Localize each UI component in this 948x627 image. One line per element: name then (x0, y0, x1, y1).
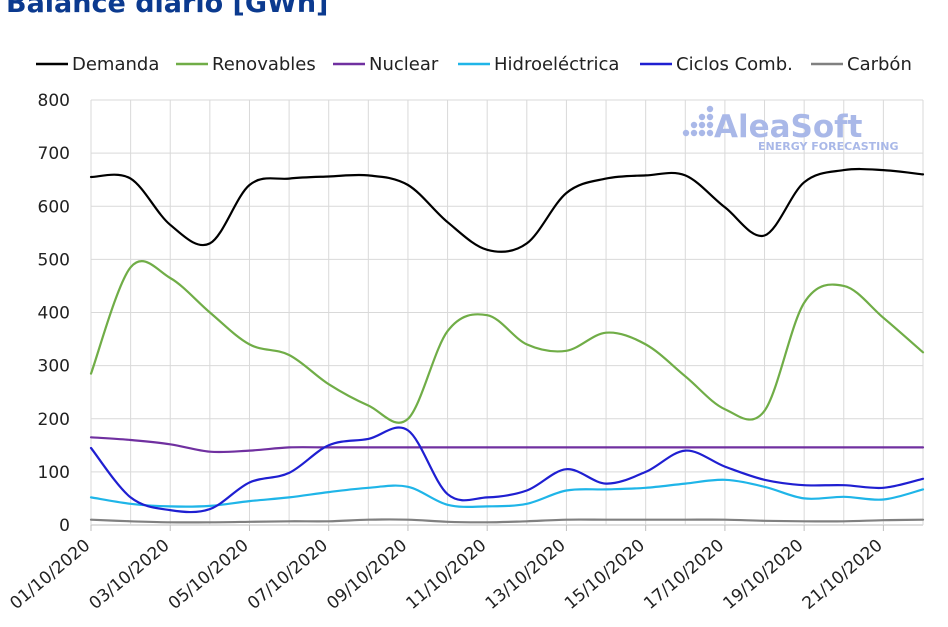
logo-tagline: ENERGY FORECASTING (758, 140, 898, 153)
x-tick-label: 03/10/2020 (86, 536, 174, 614)
legend-label-nuclear: Nuclear (369, 54, 439, 75)
logo-dot (690, 121, 698, 129)
chart-axes: 0 100 200 300 400 500 600 700 800 01/10/202003/10… (6, 91, 886, 614)
logo-dot (706, 121, 714, 129)
chart-legend: Demanda Renovables Nuclear Hidroeléctrica Ci… (36, 54, 912, 75)
series-line-demanda (89, 167, 925, 253)
series-line-hidroelectrica (89, 478, 925, 509)
series-line-nuclear (89, 436, 925, 454)
series-line-renovables (89, 260, 925, 424)
x-tick-label: 19/10/2020 (719, 536, 807, 614)
logo-dot (698, 113, 706, 121)
x-tick-label: 21/10/2020 (799, 536, 887, 614)
logo-dot (706, 113, 714, 121)
logo-name: AleaSoft (714, 109, 863, 145)
y-tick-label: 0 (59, 516, 70, 536)
series-line-ciclos-comb (89, 426, 925, 514)
chart-grid (90, 99, 924, 526)
y-tick-label: 400 (38, 304, 70, 324)
series-line-carbon (89, 518, 925, 524)
y-tick-label: 100 (38, 463, 70, 483)
logo-dot (706, 105, 714, 113)
logo-dot (690, 129, 698, 137)
legend-label-carbon: Carbón (847, 54, 912, 75)
x-tick-label: 05/10/2020 (165, 536, 253, 614)
x-tick-label: 07/10/2020 (244, 536, 332, 614)
legend-label-ciclos-comb: Ciclos Comb. (676, 54, 793, 75)
x-tick-label: 17/10/2020 (640, 536, 728, 614)
aleasoft-logo: AleaSoft ENERGY FORECASTING (682, 105, 898, 153)
logo-dot (682, 129, 690, 137)
x-tick-label: 15/10/2020 (561, 536, 649, 614)
x-tick-label: 13/10/2020 (482, 536, 570, 614)
y-tick-label: 300 (38, 357, 70, 377)
legend-label-renovables: Renovables (212, 54, 316, 75)
x-tick-label: 09/10/2020 (323, 536, 411, 614)
legend-label-demanda: Demanda (72, 54, 159, 75)
y-tick-label: 800 (38, 91, 70, 111)
logo-dot (698, 121, 706, 129)
logo-dot (706, 129, 714, 137)
logo-dot (698, 129, 706, 137)
x-tick-label: 11/10/2020 (402, 536, 490, 614)
y-tick-label: 700 (38, 144, 70, 164)
y-tick-label: 600 (38, 197, 70, 217)
y-tick-label: 500 (38, 250, 70, 270)
legend-label-hidroelectrica: Hidroeléctrica (494, 54, 619, 75)
chart-series (89, 167, 925, 524)
y-tick-label: 200 (38, 410, 70, 430)
x-tick-label: 01/10/2020 (6, 536, 94, 614)
logo-dots-icon (682, 105, 714, 137)
chart-title: Balance diario [GWh] (6, 0, 329, 19)
